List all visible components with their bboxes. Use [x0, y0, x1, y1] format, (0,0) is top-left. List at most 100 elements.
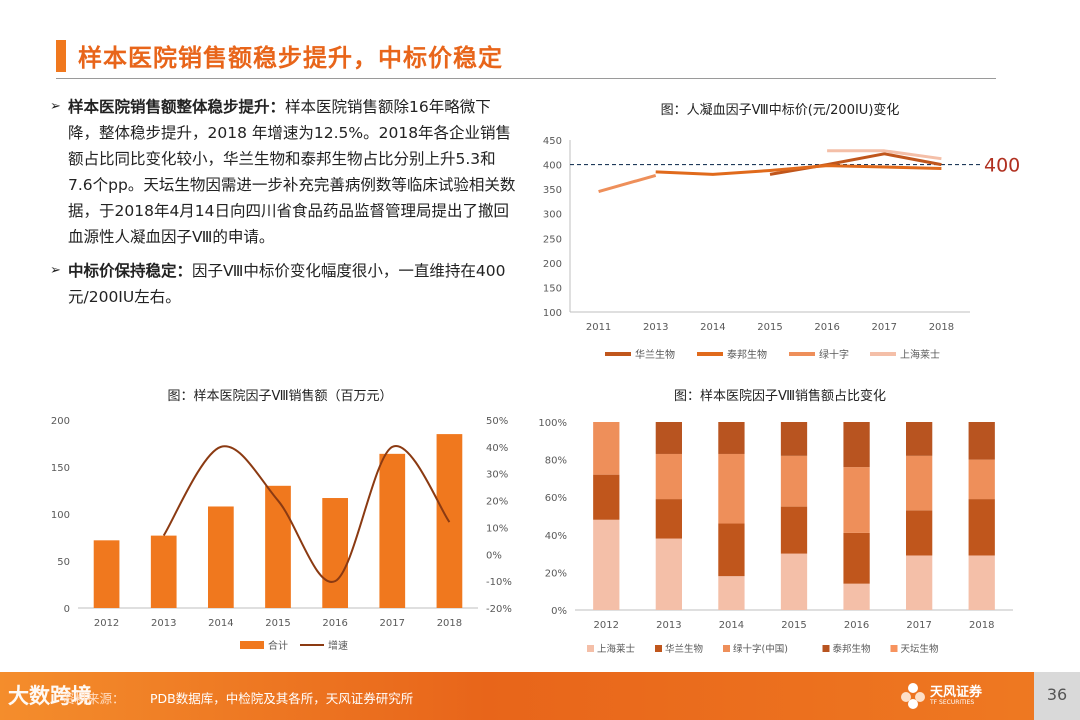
share-segment-上海莱士 [968, 555, 995, 610]
share-segment-泰邦生物 [906, 422, 933, 456]
x-tick-label: 2015 [781, 620, 806, 631]
x-tick-label: 2018 [969, 620, 994, 631]
share-segment-华兰生物 [780, 506, 808, 554]
pinwheel-logo-icon [901, 683, 925, 709]
legend-label: 华兰生物 [635, 348, 675, 361]
arrow-bullet-icon: ➢ [50, 263, 61, 278]
legend-label: 增速 [328, 639, 348, 652]
share-segment-华兰生物 [593, 474, 620, 520]
share-segment-华兰生物 [655, 499, 682, 539]
legend-label: 上海莱士 [900, 348, 940, 361]
y-right-tick-label: -20% [486, 604, 512, 615]
share-stacked-chart: 0% 20% 40% 60% 80% 100% 2012 2013 2014 2015 2016 20… [538, 418, 1013, 655]
arrow-bullet-icon: ➢ [50, 99, 61, 114]
x-tick-label: 2017 [380, 618, 405, 629]
share-segment-泰邦生物 [655, 422, 682, 454]
y-tick-label: 20% [545, 568, 567, 579]
sales-bar [208, 506, 234, 608]
share-segment-泰邦生物 [968, 422, 995, 460]
bullet-heading: 中标价保持稳定： [68, 262, 193, 280]
reference-label: 400 [984, 155, 1020, 177]
share-segment-绿十字(中国) [843, 467, 870, 533]
x-tick-label: 2016 [322, 618, 347, 629]
page-number-box: 36 [1034, 672, 1080, 720]
y-right-tick-label: 40% [486, 443, 508, 454]
legend-label: 华兰生物 [665, 643, 704, 655]
x-tick-label: 2016 [814, 322, 839, 333]
y-tick-label: 60% [545, 493, 567, 504]
y-tick-label: 0% [551, 606, 567, 617]
share-segment-华兰生物 [718, 523, 745, 577]
legend-swatch [240, 641, 264, 649]
sales-bar [379, 453, 406, 608]
slide-title: 样本医院销售额稳步提升，中标价稳定 [78, 44, 503, 72]
legend-label: 上海莱士 [597, 643, 636, 655]
y-right-tick-label: 20% [486, 497, 508, 508]
title-accent-bar [56, 40, 66, 72]
y-left-tick-label: 150 [51, 463, 70, 474]
x-tick-label: 2015 [265, 618, 290, 629]
y-left-tick-label: 50 [57, 557, 70, 568]
share-segment-上海莱士 [593, 519, 620, 610]
y-left-tick-label: 200 [51, 416, 70, 427]
legend-swatch [723, 645, 730, 652]
x-tick-label: 2015 [757, 322, 782, 333]
legend-swatch [890, 645, 898, 652]
share-segment-绿十字(中国) [906, 455, 933, 511]
share-segment-绿十字(中国) [593, 422, 620, 475]
x-tick-label: 2016 [844, 620, 869, 631]
share-segment-泰邦生物 [843, 422, 870, 468]
share-segment-华兰生物 [843, 532, 870, 584]
share-segment-绿十字(中国) [968, 459, 995, 500]
y-tick-label: 300 [543, 210, 562, 221]
legend-label: 泰邦生物 [727, 348, 767, 361]
sales-bar [265, 485, 291, 608]
legend-label: 合计 [268, 639, 288, 652]
share-segment-绿十字(中国) [718, 453, 745, 524]
x-tick-label: 2013 [656, 620, 681, 631]
logo-subtitle: TF SECURITIES [930, 699, 975, 706]
y-tick-label: 150 [543, 283, 562, 294]
page-number: 36 [1046, 685, 1068, 704]
series-line-绿十字 [598, 173, 657, 194]
y-right-tick-label: 50% [486, 416, 508, 427]
share-segment-上海莱士 [718, 576, 745, 610]
y-right-tick-label: 0% [486, 550, 502, 561]
y-right-tick-label: 10% [486, 523, 508, 534]
price-chart-title: 图：人凝血因子Ⅷ中标价(元/200IU)变化 [660, 103, 900, 118]
y-left-tick-label: 100 [51, 510, 70, 521]
bullet-price: ➢ 中标价保持稳定：因子Ⅷ中标价变化幅度很小，一直维持在400元/200IU左右… [50, 258, 520, 310]
legend-swatch [822, 645, 830, 652]
series-line-上海莱士 [827, 149, 942, 161]
slide-header: 样本医院销售额稳步提升，中标价稳定 [0, 34, 1000, 84]
x-tick-label: 2014 [700, 322, 725, 333]
company-logo: 天风证券 TF SECURITIES [900, 678, 990, 714]
legend-label: 天坛生物 [901, 643, 940, 655]
y-tick-label: 80% [545, 456, 567, 467]
share-segment-泰邦生物 [718, 422, 745, 454]
source-text: PDB数据库，中检院及其各所，天风证券研究所 [150, 691, 414, 706]
source-label: 资料来源： [62, 691, 125, 706]
x-tick-label: 2012 [94, 618, 119, 629]
share-segment-绿十字(中国) [780, 455, 808, 507]
x-tick-label: 2018 [929, 322, 954, 333]
y-tick-label: 450 [543, 136, 562, 147]
x-tick-label: 2012 [594, 620, 619, 631]
y-tick-label: 100% [538, 418, 567, 429]
logo-name: 天风证券 [930, 685, 983, 700]
watermark: 大数跨境 [8, 684, 92, 708]
legend-label: 泰邦生物 [833, 643, 872, 655]
series-line-泰邦生物 [655, 164, 942, 176]
y-tick-label: 400 [543, 161, 562, 172]
y-tick-label: 100 [543, 308, 562, 319]
share-segment-泰邦生物 [780, 422, 808, 456]
share-segment-华兰生物 [906, 510, 933, 556]
x-tick-label: 2013 [151, 618, 176, 629]
legend-swatch [587, 645, 594, 652]
bullet-list: ➢ 样本医院销售额整体稳步提升：样本医院销售额除16年略微下降，整体稳步提升，2… [50, 94, 520, 318]
x-tick-label: 2018 [437, 618, 462, 629]
sales-bar-chart: 0 50 100 150 200 -20% -10% 0% 10% 20% 30% 40% 50% 201… [51, 416, 512, 652]
bullet-body: 因子Ⅷ中标价变化幅度很小，一直维持在400元/200IU左右。 [68, 262, 506, 306]
share-segment-上海莱士 [843, 583, 870, 610]
bullet-body: 样本医院销售额除16年略微下降，整体稳步提升，2018 年增速为12.5%。20… [68, 98, 516, 246]
